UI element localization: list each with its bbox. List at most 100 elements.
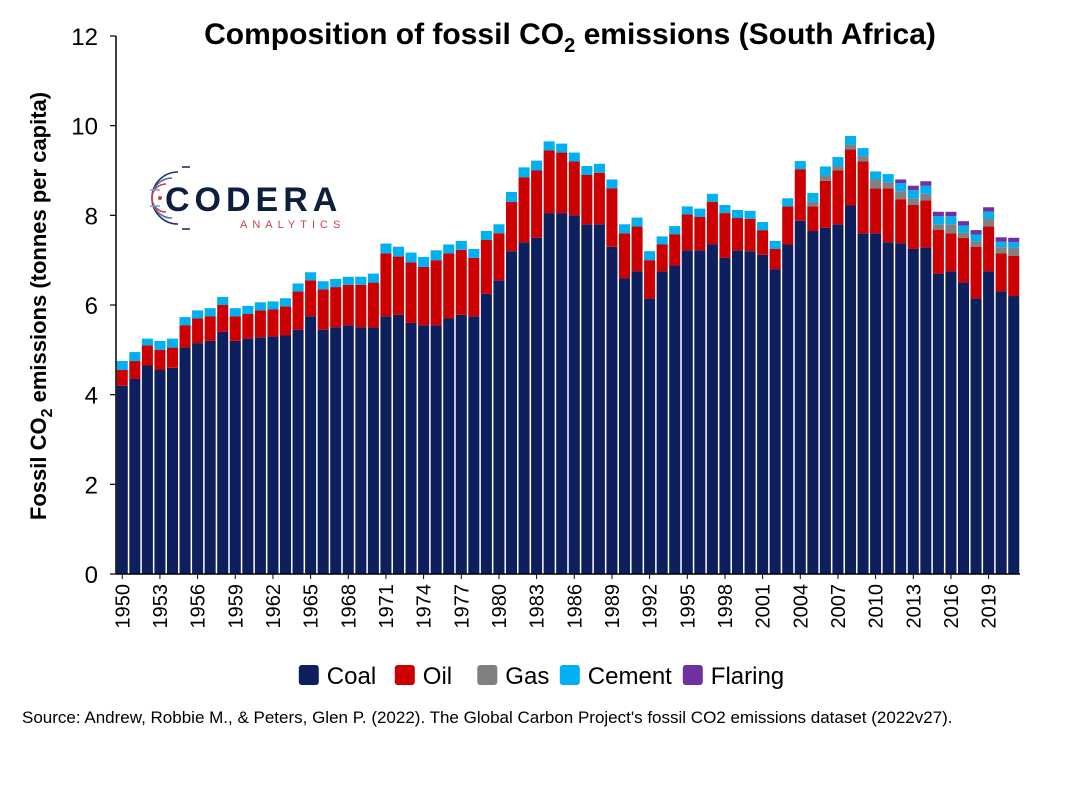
bar-coal-2016 — [945, 271, 957, 575]
bar-coal-2004 — [794, 220, 806, 574]
bar-cement-1996 — [694, 208, 706, 217]
bar-stack-1972 — [392, 246, 405, 574]
bar-coal-1973 — [405, 322, 417, 574]
bar-stack-1999 — [731, 209, 744, 575]
bar-cement-2019 — [983, 211, 995, 219]
bar-coal-2002 — [769, 269, 781, 574]
bar-oil-1954 — [166, 347, 179, 368]
bar-stack-2001 — [757, 222, 769, 575]
bar-stack-1998 — [719, 205, 731, 574]
y-tick-label: 2 — [85, 472, 98, 499]
bars-layer — [116, 135, 1020, 575]
bar-coal-2008 — [844, 205, 857, 574]
bar-cement-1998 — [719, 205, 731, 214]
x-tick-label: 1977 — [451, 584, 473, 629]
x-tick-label: 1983 — [527, 584, 549, 629]
y-axis-ticks: 0 2 4 6 8 10 12 — [71, 24, 116, 589]
bar-oil-1996 — [694, 216, 706, 251]
bar-gas-2021 — [1008, 247, 1020, 256]
bar-cement-2018 — [970, 234, 982, 242]
bar-oil-1957 — [204, 316, 216, 341]
bar-oil-1975 — [430, 260, 442, 326]
bar-stack-1965 — [305, 272, 317, 574]
bar-stack-1988 — [593, 163, 605, 575]
bar-oil-2000 — [744, 218, 756, 252]
bar-cement-1963 — [279, 298, 292, 307]
bar-gas-2015 — [932, 224, 944, 230]
bar-gas-2007 — [832, 166, 844, 171]
bar-coal-1969 — [355, 327, 367, 574]
bar-cement-1964 — [292, 283, 304, 292]
bar-coal-1967 — [330, 327, 342, 574]
bar-coal-2013 — [907, 248, 919, 574]
emissions-chart: Composition of fossil CO2 emissions (Sou… — [26, 18, 1020, 690]
bar-stack-2013 — [907, 185, 919, 574]
bar-flaring-2012 — [895, 179, 907, 184]
bar-oil-1991 — [631, 226, 643, 272]
bar-coal-1991 — [631, 271, 643, 575]
bar-oil-1988 — [593, 172, 605, 225]
x-tick-label: 1998 — [715, 584, 737, 629]
bar-stack-2005 — [807, 192, 819, 574]
bar-cement-2015 — [932, 216, 944, 225]
bar-cement-1976 — [443, 244, 455, 254]
bar-oil-1962 — [267, 309, 279, 337]
bar-flaring-2017 — [957, 221, 970, 226]
bar-oil-1983 — [531, 170, 543, 238]
bar-cement-1960 — [242, 305, 254, 314]
bar-cement-1975 — [430, 250, 442, 261]
legend-swatch-oil — [394, 665, 415, 685]
x-tick-label: 1974 — [414, 584, 436, 629]
x-tick-label: 1980 — [489, 584, 511, 629]
bar-cement-1995 — [681, 206, 693, 215]
legend-swatch-flaring — [682, 665, 703, 685]
bar-oil-1964 — [292, 291, 304, 330]
y-tick-label: 12 — [71, 24, 98, 51]
bar-gas-2006 — [819, 175, 831, 181]
bar-cement-1988 — [593, 163, 605, 173]
bar-cement-1954 — [166, 338, 179, 348]
legend-item-cement: Cement — [559, 663, 672, 690]
bar-stack-1997 — [706, 193, 718, 575]
bar-gas-2020 — [995, 247, 1007, 254]
legend-swatch-cement — [559, 665, 580, 685]
bar-cement-1974 — [418, 257, 430, 267]
bar-cement-1986 — [568, 152, 580, 162]
bar-stack-1955 — [179, 317, 191, 574]
bar-coal-1995 — [681, 250, 693, 575]
bar-stack-1993 — [656, 236, 668, 575]
y-axis-title-main: Fossil CO — [26, 417, 51, 520]
bar-stack-2014 — [920, 181, 932, 575]
bar-stack-2011 — [882, 174, 894, 575]
bar-gas-2017 — [957, 232, 970, 238]
legend-item-flaring: Flaring — [682, 663, 784, 690]
bar-cement-1972 — [392, 246, 405, 257]
bar-coal-1950 — [116, 385, 128, 574]
bar-stack-1960 — [242, 305, 254, 575]
bar-oil-1959 — [229, 316, 241, 341]
logo-wordmark: CODERA — [165, 181, 342, 219]
bar-oil-1999 — [731, 218, 744, 251]
bar-cement-1979 — [480, 231, 492, 240]
bar-stack-1992 — [644, 251, 656, 574]
bar-oil-1951 — [129, 361, 141, 379]
bar-coal-1970 — [367, 327, 379, 574]
x-tick-label: 1962 — [263, 584, 285, 629]
bar-cement-2006 — [819, 166, 831, 176]
bar-coal-1977 — [455, 314, 467, 574]
codera-logo: CODERA ANALYTICS — [150, 166, 342, 231]
bar-cement-1958 — [217, 296, 229, 305]
bar-cement-1990 — [618, 224, 631, 234]
bar-stack-1994 — [669, 226, 681, 574]
bar-stack-2009 — [857, 148, 869, 574]
bar-coal-1998 — [719, 257, 731, 574]
bar-coal-1968 — [342, 325, 354, 574]
bar-oil-1958 — [217, 305, 229, 332]
bar-stack-1967 — [330, 279, 342, 574]
bar-stack-1981 — [505, 192, 518, 574]
bar-oil-1952 — [141, 345, 153, 366]
bar-cement-2000 — [744, 210, 756, 219]
y-axis-title-rest: emissions (tonnes per capita) — [26, 92, 51, 409]
bar-oil-1969 — [355, 284, 367, 328]
y-tick-label: 8 — [85, 203, 98, 230]
